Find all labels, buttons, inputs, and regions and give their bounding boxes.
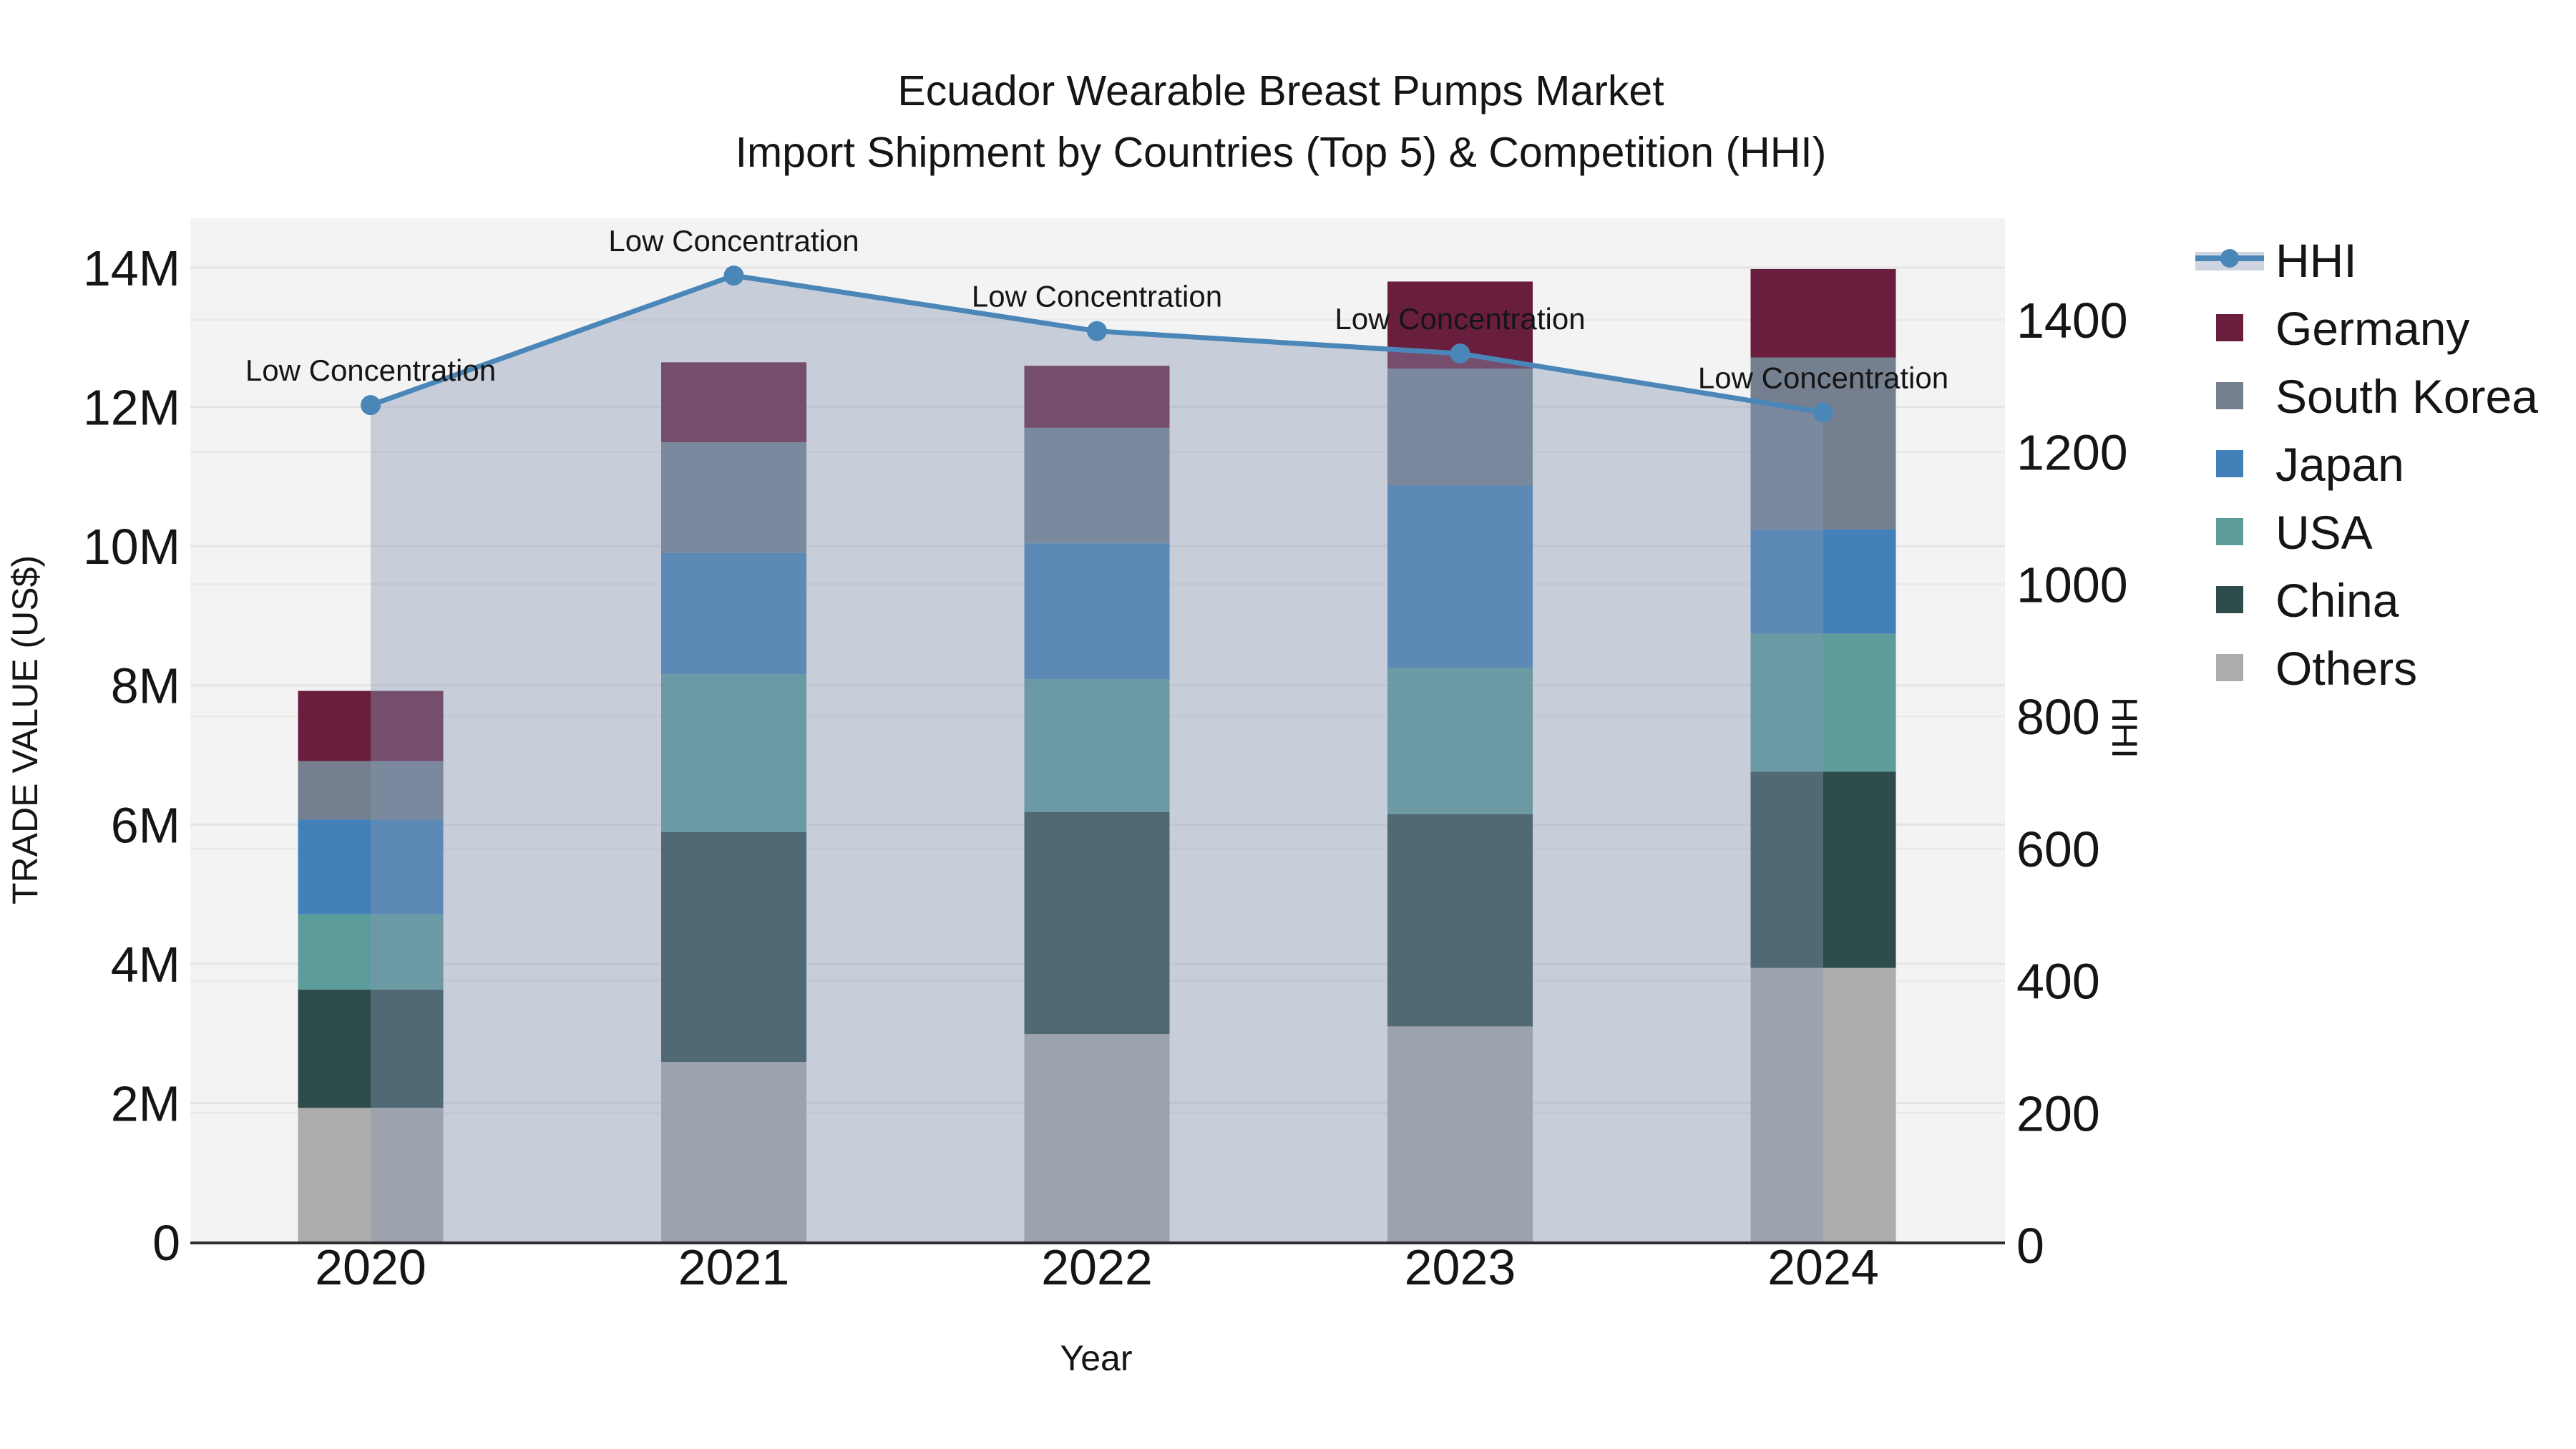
legend-item-germany: Germany [2216, 302, 2469, 355]
y-axis-left-label: TRADE VALUE (US$) [5, 555, 45, 904]
bar-segment-2022-usa [1024, 678, 1170, 812]
y-left-tick-2M: 2M [111, 1075, 180, 1131]
annotation-low-concentration-2022: Low Concentration [972, 280, 1222, 313]
chart-title-line1: Ecuador Wearable Breast Pumps Market [897, 67, 1664, 114]
y-left-tick-0: 0 [152, 1215, 180, 1271]
bar-segment-2022-japan [1024, 543, 1170, 679]
bar-segment-2021-japan [661, 552, 806, 675]
bar-segment-2023-china [1387, 814, 1533, 1027]
bar-segment-2021-south-korea [661, 442, 806, 553]
bar-segment-2022-china [1024, 811, 1170, 1035]
x-tick-2022: 2022 [1041, 1239, 1153, 1295]
y-right-tick-1000: 1000 [2016, 557, 2128, 613]
x-axis-label: Year [1060, 1338, 1132, 1378]
bar-segment-2024-others [1750, 967, 1896, 1242]
y-left-tick-10M: 10M [83, 519, 180, 575]
bar-segment-2022-south-korea [1024, 427, 1170, 544]
hhi-marker-2020 [361, 395, 381, 416]
legend-swatch-others [2216, 654, 2243, 681]
bar-segment-2021-china [661, 831, 806, 1063]
hhi-marker-2022 [1087, 321, 1107, 341]
bar-segment-2024-japan [1750, 529, 1896, 634]
bar-segment-2023-japan [1387, 485, 1533, 668]
bar-segment-2021-others [661, 1062, 806, 1242]
hhi-marker-2023 [1450, 343, 1470, 364]
x-tick-2024: 2024 [1767, 1239, 1879, 1295]
legend-label-china: China [2275, 574, 2399, 627]
annotation-low-concentration-2023: Low Concentration [1335, 302, 1585, 336]
legend-item-others: Others [2216, 642, 2417, 695]
y-right-tick-0: 0 [2016, 1218, 2044, 1274]
legend-item-japan: Japan [2216, 438, 2404, 491]
annotation-low-concentration-2021: Low Concentration [608, 224, 859, 258]
legend-swatch-germany [2216, 314, 2243, 341]
bar-segment-2022-others [1024, 1034, 1170, 1242]
legend-label-germany: Germany [2275, 302, 2469, 355]
bar-segment-2020-germany [298, 691, 444, 761]
y-left-tick-14M: 14M [83, 240, 180, 296]
y-left-tick-8M: 8M [111, 658, 180, 714]
y-right-tick-800: 800 [2016, 689, 2100, 745]
legend-hhi-marker-sample [2220, 249, 2239, 268]
y-right-tick-1400: 1400 [2016, 293, 2128, 348]
y-axis-right-label: HHI [2104, 697, 2145, 758]
hhi-marker-2024 [1813, 402, 1833, 423]
legend: HHI Germany South Korea Japan USA China Others [2195, 234, 2538, 695]
legend-swatch-japan [2216, 450, 2243, 477]
legend-item-hhi: HHI [2195, 234, 2357, 287]
bar-segment-2023-usa [1387, 668, 1533, 814]
bar-segment-2023-others [1387, 1026, 1533, 1242]
bar-segment-2020-usa [298, 914, 444, 990]
bar-segment-2024-south-korea [1750, 357, 1896, 530]
legend-item-south-korea: South Korea [2216, 370, 2538, 423]
y-right-tick-1200: 1200 [2016, 425, 2128, 481]
bar-segment-2020-china [298, 989, 444, 1108]
x-tick-2020: 2020 [315, 1239, 426, 1295]
bar-segment-2021-usa [661, 674, 806, 832]
y-left-tick-4M: 4M [111, 937, 180, 992]
y-right-tick-600: 600 [2016, 821, 2100, 877]
annotation-low-concentration-2024: Low Concentration [1698, 361, 1948, 394]
bar-segment-2024-germany [1750, 268, 1896, 358]
bar-segment-2023-south-korea [1387, 369, 1533, 486]
hhi-area-band [371, 275, 1823, 1243]
annotation-low-concentration-2020: Low Concentration [245, 353, 496, 387]
legend-label-hhi: HHI [2275, 234, 2357, 287]
legend-item-china: China [2216, 574, 2399, 627]
y-right-tick-400: 400 [2016, 954, 2100, 1010]
x-tick-2021: 2021 [678, 1239, 790, 1295]
bar-segment-2024-china [1750, 771, 1896, 968]
bar-segment-2020-japan [298, 819, 444, 914]
bar-segment-2020-south-korea [298, 761, 444, 820]
bar-segment-2021-germany [661, 362, 806, 443]
y-right-tick-200: 200 [2016, 1085, 2100, 1141]
bar-segment-2024-usa [1750, 633, 1896, 772]
legend-label-south-korea: South Korea [2275, 370, 2538, 423]
legend-label-japan: Japan [2275, 438, 2404, 491]
y-left-tick-12M: 12M [83, 380, 180, 436]
legend-swatch-south-korea [2216, 382, 2243, 409]
bar-segment-2020-others [298, 1108, 444, 1242]
chart-title-line2: Import Shipment by Countries (Top 5) & C… [736, 129, 1827, 176]
legend-swatch-usa [2216, 518, 2243, 545]
legend-item-usa: USA [2216, 506, 2373, 559]
plot-layer: Low Concentration Low Concentration Low Co… [83, 218, 2128, 1295]
legend-label-others: Others [2275, 642, 2417, 695]
hhi-marker-2021 [723, 265, 744, 286]
x-tick-2023: 2023 [1405, 1239, 1516, 1295]
legend-swatch-china [2216, 586, 2243, 613]
y-left-tick-6M: 6M [111, 797, 180, 853]
bar-segment-2022-germany [1024, 366, 1170, 428]
legend-label-usa: USA [2275, 506, 2373, 559]
